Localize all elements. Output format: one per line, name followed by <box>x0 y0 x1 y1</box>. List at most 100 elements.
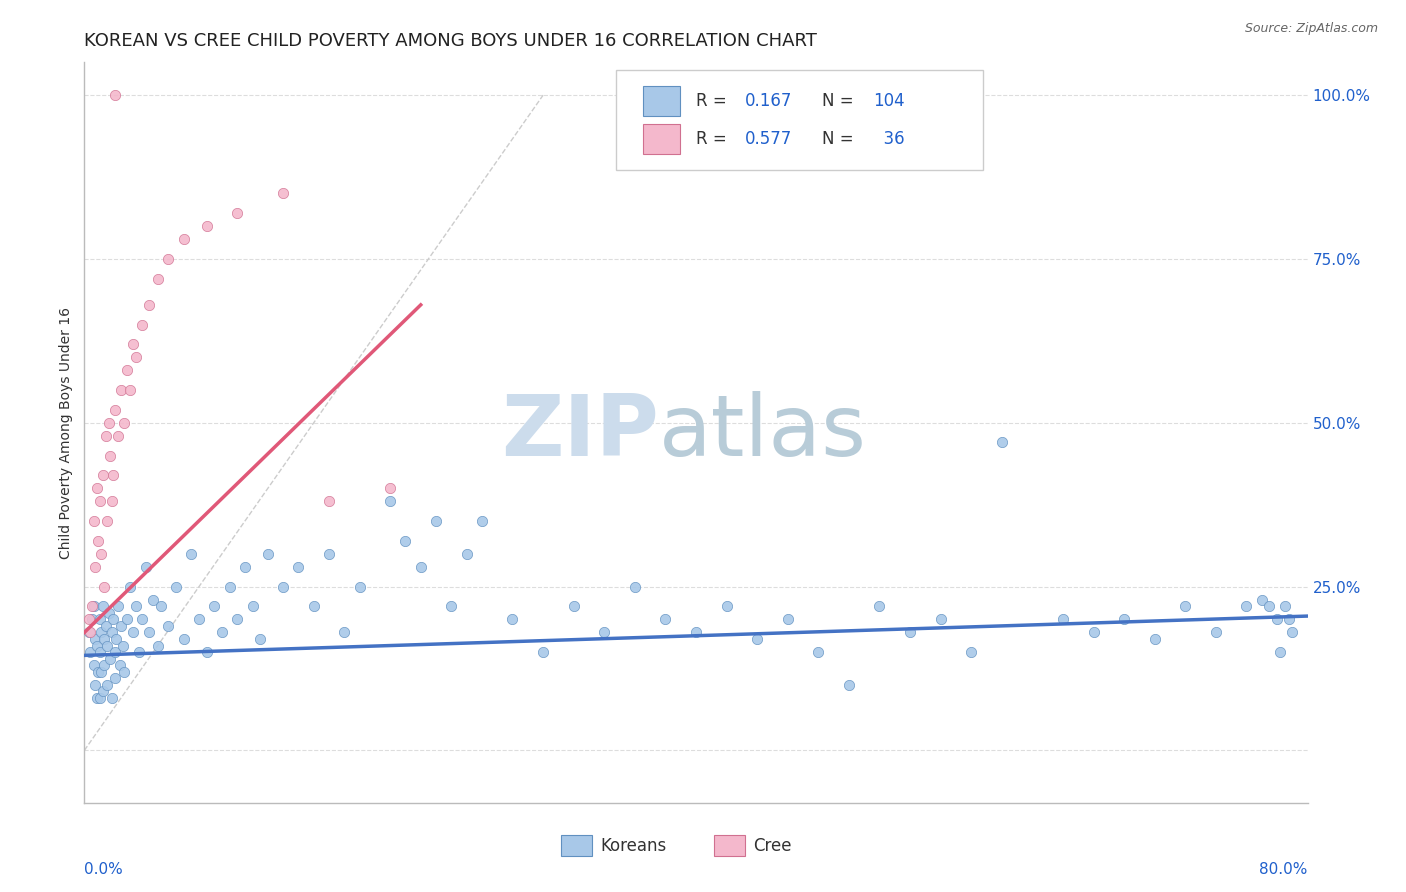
Point <box>120 383 142 397</box>
Text: 36: 36 <box>873 130 905 148</box>
Point <box>898 625 921 640</box>
Point <box>456 547 478 561</box>
Text: 104: 104 <box>873 92 905 110</box>
Point <box>380 494 402 508</box>
Point <box>89 494 111 508</box>
Point <box>93 580 115 594</box>
Point <box>89 690 111 705</box>
Point <box>90 625 112 640</box>
Point <box>929 612 952 626</box>
Point <box>562 599 585 614</box>
Point <box>90 547 112 561</box>
Point <box>531 645 554 659</box>
Point <box>97 606 120 620</box>
Point <box>79 645 101 659</box>
Point <box>110 619 132 633</box>
Point <box>84 560 107 574</box>
Point <box>1274 599 1296 614</box>
Point <box>111 639 134 653</box>
Point <box>79 625 101 640</box>
Point <box>257 547 280 561</box>
Point <box>86 639 108 653</box>
Text: atlas: atlas <box>659 391 868 475</box>
Point <box>86 690 108 705</box>
Point <box>1114 612 1136 626</box>
Point <box>302 599 325 614</box>
Point <box>104 671 127 685</box>
Text: Cree: Cree <box>754 837 792 855</box>
Text: R =: R = <box>696 92 733 110</box>
Point <box>101 690 124 705</box>
Point <box>96 678 118 692</box>
FancyBboxPatch shape <box>714 836 745 856</box>
Point <box>440 599 463 614</box>
Text: ZIP: ZIP <box>502 391 659 475</box>
Point <box>103 612 125 626</box>
Point <box>83 514 105 528</box>
Point <box>89 645 111 659</box>
Point <box>131 318 153 332</box>
FancyBboxPatch shape <box>644 124 681 153</box>
Point <box>97 416 120 430</box>
Point <box>1143 632 1166 646</box>
Text: N =: N = <box>823 92 859 110</box>
Point <box>685 625 707 640</box>
Text: 80.0%: 80.0% <box>1260 862 1308 877</box>
Point <box>96 639 118 653</box>
Point <box>1265 612 1288 626</box>
Point <box>425 514 447 528</box>
Text: 0.577: 0.577 <box>745 130 792 148</box>
Point <box>249 632 271 646</box>
Point <box>146 271 169 285</box>
Point <box>84 678 107 692</box>
Point <box>1205 625 1227 640</box>
Point <box>94 619 117 633</box>
FancyBboxPatch shape <box>616 70 983 169</box>
Point <box>233 560 256 574</box>
Point <box>747 632 769 646</box>
Point <box>104 402 127 417</box>
Point <box>318 494 340 508</box>
Point <box>91 468 114 483</box>
Point <box>211 625 233 640</box>
Point <box>122 625 145 640</box>
Point <box>716 599 738 614</box>
Point <box>1174 599 1197 614</box>
Point <box>101 625 124 640</box>
Point <box>112 416 135 430</box>
Point <box>226 612 249 626</box>
Text: 0.0%: 0.0% <box>84 862 124 877</box>
Point <box>226 206 249 220</box>
Point <box>242 599 264 614</box>
Point <box>122 337 145 351</box>
Point <box>1278 612 1301 626</box>
Point <box>112 665 135 679</box>
Point <box>103 468 125 483</box>
Point <box>271 580 294 594</box>
Point <box>188 612 211 626</box>
Point <box>838 678 860 692</box>
Point <box>131 612 153 626</box>
Point <box>93 658 115 673</box>
Point <box>105 632 128 646</box>
Point <box>138 625 160 640</box>
Point <box>80 612 103 626</box>
Point <box>135 560 157 574</box>
Point <box>104 645 127 659</box>
Point <box>89 612 111 626</box>
Point <box>98 651 121 665</box>
Point <box>87 665 110 679</box>
Point <box>83 658 105 673</box>
FancyBboxPatch shape <box>561 836 592 856</box>
Point <box>287 560 309 574</box>
Point <box>1268 645 1291 659</box>
Point <box>165 580 187 594</box>
Point <box>960 645 983 659</box>
Text: N =: N = <box>823 130 859 148</box>
Point <box>93 632 115 646</box>
Point <box>195 219 218 234</box>
Point <box>776 612 799 626</box>
Point <box>991 435 1014 450</box>
Point <box>138 298 160 312</box>
Point <box>115 363 138 377</box>
